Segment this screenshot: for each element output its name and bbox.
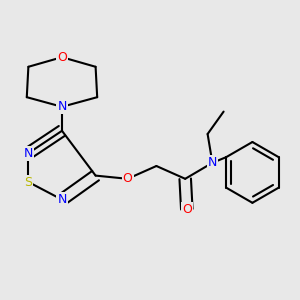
Text: N: N: [208, 156, 217, 169]
Text: O: O: [57, 51, 67, 64]
Text: N: N: [57, 100, 67, 113]
Text: S: S: [24, 176, 32, 188]
Text: N: N: [24, 147, 33, 160]
Text: O: O: [182, 203, 192, 216]
Text: N: N: [57, 193, 67, 206]
Text: O: O: [123, 172, 133, 185]
